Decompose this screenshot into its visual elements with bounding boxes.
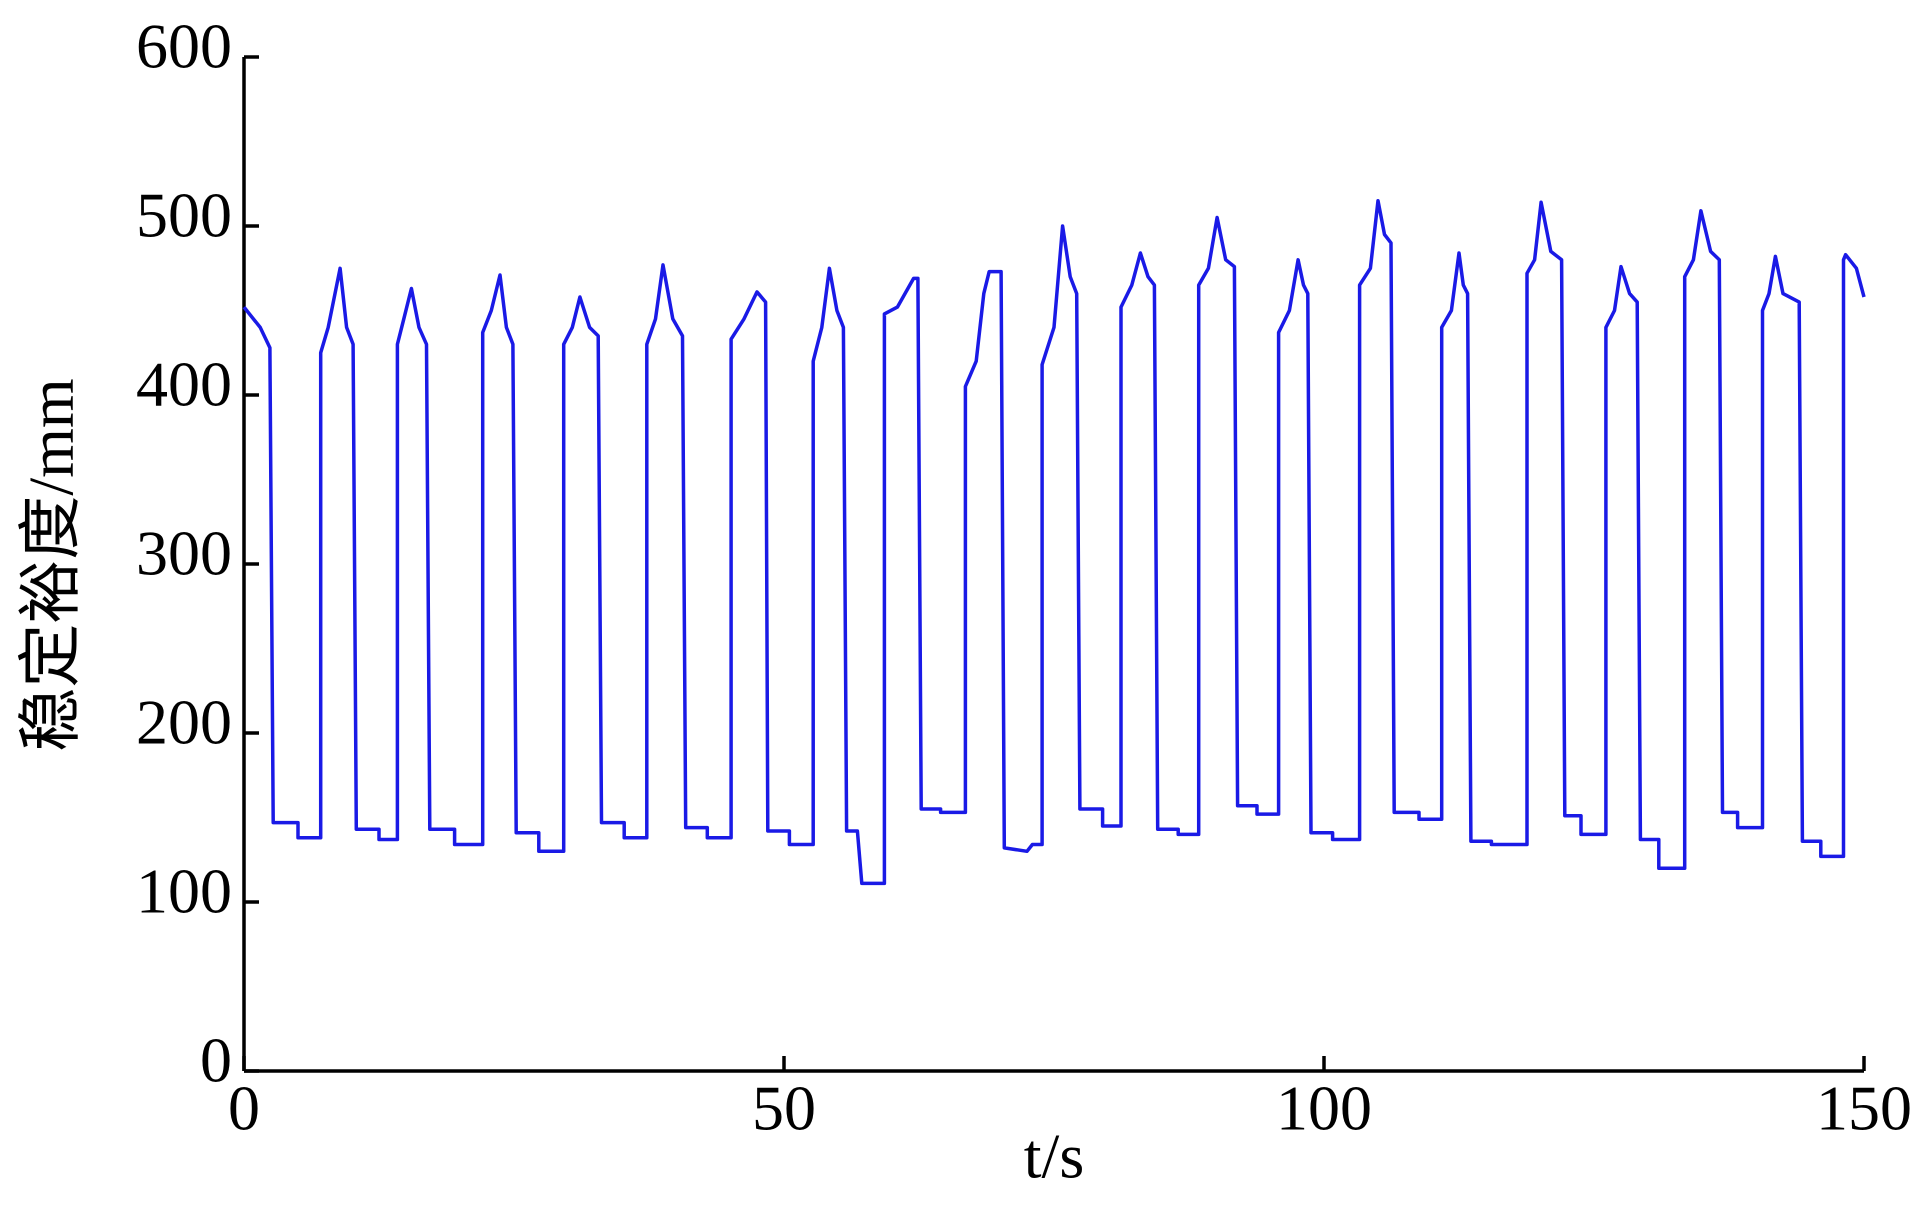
y-tick-label: 600	[136, 11, 232, 82]
y-tick-label: 100	[136, 856, 232, 927]
y-tick-label: 500	[136, 180, 232, 251]
y-axis-label: 稳定裕度/mm	[16, 378, 87, 751]
x-tick-label: 50	[752, 1073, 816, 1144]
x-axis-label: t/s	[1024, 1121, 1084, 1192]
y-tick-label: 0	[200, 1025, 232, 1096]
y-tick-label: 300	[136, 518, 232, 589]
x-tick-label: 150	[1816, 1073, 1912, 1144]
y-tick-label: 400	[136, 349, 232, 420]
y-tick-label: 200	[136, 687, 232, 758]
x-tick-label: 100	[1276, 1073, 1372, 1144]
data-line	[242, 198, 1866, 886]
x-tick-label: 0	[228, 1073, 260, 1144]
